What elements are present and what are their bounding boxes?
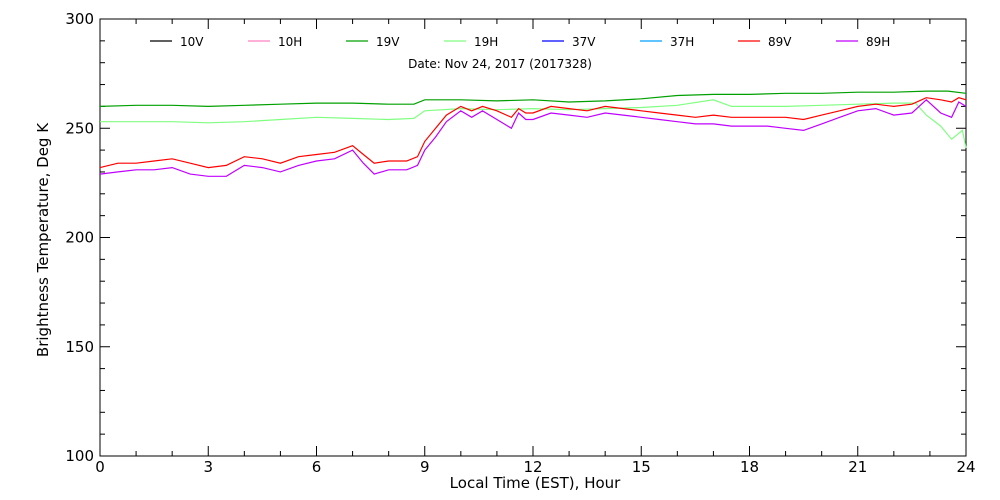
legend: 10V 10H 19V 19H 37V 37H 89V 89H	[150, 35, 890, 49]
series-layer	[99, 90, 967, 177]
legend-label-89v: 89V	[768, 35, 792, 49]
x-tick-label: 15	[632, 458, 651, 476]
series-line-89v	[99, 97, 967, 169]
plot-frame	[99, 18, 967, 457]
legend-label-19v: 19V	[376, 35, 400, 49]
legend-label-37h: 37H	[670, 35, 694, 49]
y-tick-label: 200	[65, 229, 94, 247]
x-tick-label: 9	[420, 458, 430, 476]
y-tick-label: 100	[65, 447, 94, 465]
legend-label-89h: 89H	[866, 35, 890, 49]
series-line-19h	[100, 99, 967, 149]
legend-label-19h: 19H	[474, 35, 498, 49]
x-tick-label: 3	[203, 458, 213, 476]
chart-title: Date: Nov 24, 2017 (2017328)	[408, 57, 592, 71]
x-tick-label: 21	[848, 458, 867, 476]
x-tick-label: 12	[523, 458, 542, 476]
series-line-19v	[99, 90, 967, 108]
axis-ticks: 0 3 6 9 12 15 18 21 24 100 150 200 250 300	[65, 10, 975, 476]
y-tick-label: 250	[65, 119, 94, 137]
x-axis-label: Local Time (EST), Hour	[450, 474, 621, 492]
y-tick-label: 150	[65, 338, 94, 356]
x-tick-label: 18	[740, 458, 759, 476]
x-tick-label: 0	[95, 458, 105, 476]
x-tick-label: 24	[956, 458, 975, 476]
y-axis-label: Brightness Temperature, Deg K	[34, 122, 52, 357]
y-tick-label: 300	[65, 10, 94, 28]
legend-label-37v: 37V	[572, 35, 596, 49]
x-tick-label: 6	[312, 458, 322, 476]
series-line-89h	[99, 98, 967, 177]
legend-label-10h: 10H	[278, 35, 302, 49]
legend-label-10v: 10V	[180, 35, 204, 49]
